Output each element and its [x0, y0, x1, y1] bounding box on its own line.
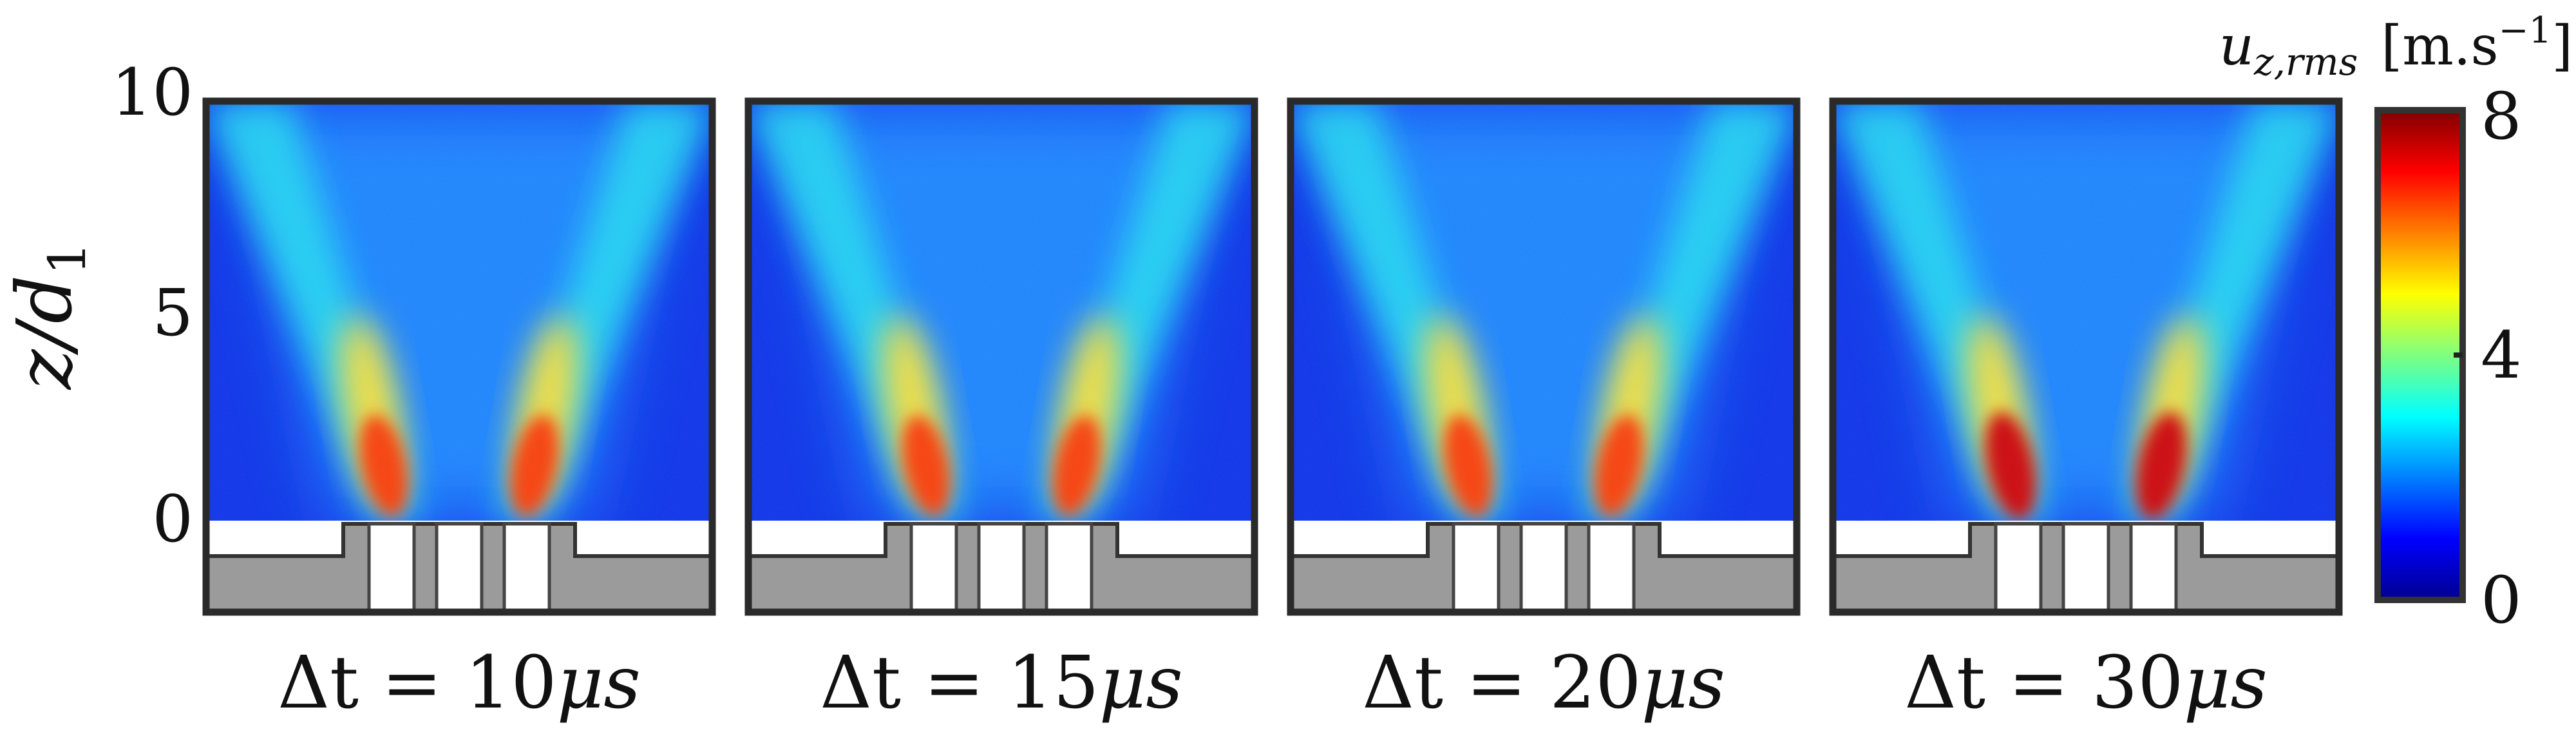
panel-label-unit: μs	[557, 641, 641, 725]
colorbar-tick-4: 4	[2481, 318, 2522, 393]
panel-3-nozzle	[1289, 521, 1799, 614]
panel-label-value: 20	[1549, 641, 1642, 725]
panel-2-field	[748, 101, 1255, 521]
panel-label-prefix: Δt =	[820, 641, 1007, 725]
panel-label-unit: μs	[1642, 641, 1725, 725]
heatmap-panels: Δt = 10μs Δt = 15μs Δt = 20μs Δt = 30μs	[202, 97, 2343, 725]
panel-frame	[1287, 97, 1801, 616]
colorbar-symbol: u	[2219, 14, 2254, 77]
colorbar-symbol-sub: z,rms	[2253, 40, 2358, 84]
colorbar: uz,rms [m.s−1] 8 4 0	[2219, 10, 2573, 638]
panel-label-value: 15	[1007, 641, 1099, 725]
y-axis: 10 5 0 z/d1	[0, 55, 193, 557]
panel-label-value: 30	[2092, 641, 2184, 725]
nozzle-channel-3	[1587, 522, 1636, 614]
panel-4-field	[1833, 101, 2339, 521]
panel-label-unit: μs	[2184, 641, 2268, 725]
panel-1: Δt = 10μs	[202, 97, 716, 725]
svg-text:z/d1: z/d1	[0, 242, 97, 390]
nozzle-channel-1	[367, 522, 416, 614]
panel-3-field	[1291, 101, 1797, 521]
y-tick-label-10: 10	[111, 55, 193, 130]
panel-1-field	[206, 101, 712, 521]
field-noise	[1291, 101, 1797, 521]
panel-frame	[744, 97, 1258, 616]
panel-frame	[1829, 97, 2343, 616]
colorbar-title: uz,rms [m.s−1]	[2219, 10, 2573, 84]
field-noise	[1833, 101, 2339, 521]
panel-4-label: Δt = 30μs	[1904, 641, 2268, 725]
field-noise	[748, 101, 1255, 521]
panel-label-unit: μs	[1099, 641, 1183, 725]
panel-label-prefix: Δt =	[278, 641, 465, 725]
panel-1-nozzle	[204, 521, 714, 614]
panel-3: Δt = 20μs	[1287, 97, 1801, 725]
panel-frame	[202, 97, 716, 616]
panel-label-value: 10	[465, 641, 557, 725]
panel-label-prefix: Δt =	[1904, 641, 2092, 725]
nozzle-channel-2	[977, 522, 1026, 614]
panel-4-nozzle	[1831, 521, 2341, 614]
colorbar-unit-sup: −1	[2499, 10, 2552, 52]
nozzle-channel-3	[502, 522, 551, 614]
panel-3-label: Δt = 20μs	[1362, 641, 1725, 725]
panel-4: Δt = 30μs	[1829, 97, 2343, 725]
colorbar-unit: [m.s	[2381, 14, 2498, 77]
panel-1-label: Δt = 10μs	[278, 641, 641, 725]
nozzle-channel-3	[1045, 522, 1094, 614]
colorbar-gradient	[2374, 107, 2466, 603]
nozzle-channel-2	[2061, 522, 2110, 614]
nozzle-channel-2	[1519, 522, 1568, 614]
panel-2: Δt = 15μs	[744, 97, 1258, 725]
nozzle-channel-1	[909, 522, 958, 614]
nozzle-channel-3	[2129, 522, 2178, 614]
y-axis-label-sub: 1	[37, 242, 97, 275]
nozzle-channel-2	[435, 522, 484, 614]
nozzle-channel-1	[1994, 522, 2043, 614]
panel-2-nozzle	[746, 521, 1256, 614]
y-tick-label-5: 5	[152, 275, 193, 351]
y-tick-label-0: 0	[152, 481, 193, 557]
panel-label-prefix: Δt =	[1362, 641, 1549, 725]
colorbar-tick-0: 0	[2481, 563, 2522, 638]
y-axis-label-main: z/d	[0, 275, 89, 390]
colorbar-unit-close: ]	[2552, 14, 2573, 77]
nozzle-channel-1	[1452, 522, 1501, 614]
panel-2-label: Δt = 15μs	[820, 641, 1183, 725]
field-noise	[206, 101, 712, 521]
colorbar-tick-8: 8	[2481, 79, 2522, 154]
y-axis-label: z/d1	[0, 242, 97, 390]
